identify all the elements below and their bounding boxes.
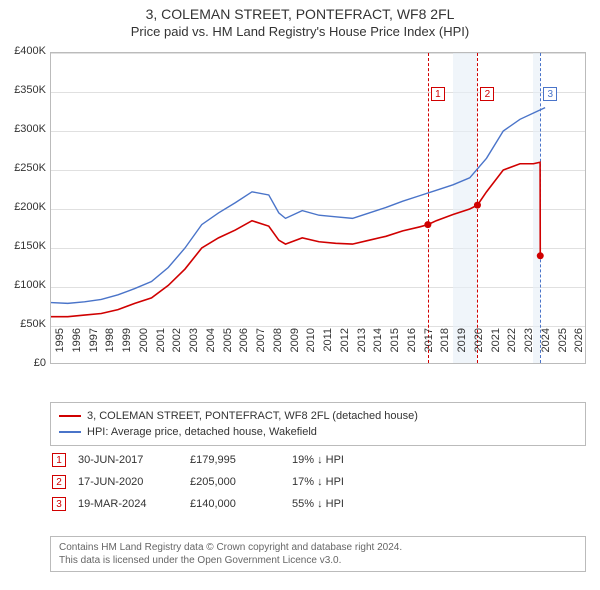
x-tick-label: 2022 [506,328,518,368]
event-price: £140,000 [190,494,290,514]
event-table: 1 30-JUN-2017£179,99519% ↓ HPI 2 17-JUN-202… [50,448,356,516]
event-row: 3 19-MAR-2024£140,00055% ↓ HPI [52,494,354,514]
x-tick-label: 2007 [255,328,267,368]
event-delta: 19% ↓ HPI [292,450,354,470]
title-address: 3, COLEMAN STREET, PONTEFRACT, WF8 2FL [0,6,600,22]
event-number-box: 2 [52,475,66,489]
event-number-box: 1 [52,453,66,467]
x-tick-label: 2009 [289,328,301,368]
event-row: 1 30-JUN-2017£179,99519% ↓ HPI [52,450,354,470]
event-number-box: 3 [52,497,66,511]
x-tick-label: 2004 [205,328,217,368]
legend-label: 3, COLEMAN STREET, PONTEFRACT, WF8 2FL (… [87,410,418,422]
x-tick-label: 2018 [439,328,451,368]
x-tick-label: 2005 [222,328,234,368]
x-tick-label: 1996 [71,328,83,368]
x-tick-label: 2025 [557,328,569,368]
y-tick-label: £150K [4,240,46,252]
series-marker-property [537,252,544,259]
y-tick-label: £200K [4,201,46,213]
x-tick-label: 1995 [54,328,66,368]
x-tick-label: 2014 [372,328,384,368]
x-tick-label: 2021 [490,328,502,368]
event-date: 30-JUN-2017 [78,450,188,470]
series-line-hpi [51,108,545,304]
x-tick-label: 2011 [322,328,334,368]
event-price: £205,000 [190,472,290,492]
x-tick-label: 2019 [456,328,468,368]
x-tick-label: 2017 [423,328,435,368]
event-delta: 17% ↓ HPI [292,472,354,492]
legend-swatch [59,431,81,433]
event-price: £179,995 [190,450,290,470]
x-tick-label: 2026 [573,328,585,368]
x-tick-label: 2000 [138,328,150,368]
x-tick-label: 2023 [523,328,535,368]
x-tick-label: 1998 [104,328,116,368]
legend-item: 3, COLEMAN STREET, PONTEFRACT, WF8 2FL (… [59,408,577,424]
event-row: 2 17-JUN-2020£205,00017% ↓ HPI [52,472,354,492]
x-tick-label: 1997 [88,328,100,368]
footer-attribution: Contains HM Land Registry data © Crown c… [50,536,586,572]
x-tick-label: 2016 [406,328,418,368]
y-tick-label: £250K [4,162,46,174]
x-tick-label: 2003 [188,328,200,368]
chart-svg [51,53,587,365]
title-block: 3, COLEMAN STREET, PONTEFRACT, WF8 2FL P… [0,0,600,41]
x-tick-label: 2012 [339,328,351,368]
title-subtitle: Price paid vs. HM Land Registry's House … [0,24,600,39]
footer-line1: Contains HM Land Registry data © Crown c… [59,541,577,554]
y-tick-label: £50K [4,318,46,330]
legend-swatch [59,415,81,417]
figure: 3, COLEMAN STREET, PONTEFRACT, WF8 2FL P… [0,0,600,590]
event-delta: 55% ↓ HPI [292,494,354,514]
series-marker-property [474,202,481,209]
y-tick-label: £300K [4,123,46,135]
x-tick-label: 2013 [356,328,368,368]
x-tick-label: 2001 [155,328,167,368]
legend-item: HPI: Average price, detached house, Wake… [59,424,577,440]
y-tick-label: £350K [4,84,46,96]
y-tick-label: £0 [4,357,46,369]
y-tick-label: £100K [4,279,46,291]
x-tick-label: 2008 [272,328,284,368]
x-tick-label: 2006 [238,328,250,368]
x-tick-label: 2002 [171,328,183,368]
event-date: 19-MAR-2024 [78,494,188,514]
x-tick-label: 2020 [473,328,485,368]
legend-label: HPI: Average price, detached house, Wake… [87,426,317,438]
series-marker-property [424,221,431,228]
x-tick-label: 1999 [121,328,133,368]
x-tick-label: 2024 [540,328,552,368]
x-tick-label: 2015 [389,328,401,368]
legend: 3, COLEMAN STREET, PONTEFRACT, WF8 2FL (… [50,402,586,446]
chart-plot-area: 123 [50,52,586,364]
x-tick-label: 2010 [305,328,317,368]
footer-line2: This data is licensed under the Open Gov… [59,554,577,567]
event-date: 17-JUN-2020 [78,472,188,492]
series-line-property [51,162,540,316]
y-tick-label: £400K [4,45,46,57]
